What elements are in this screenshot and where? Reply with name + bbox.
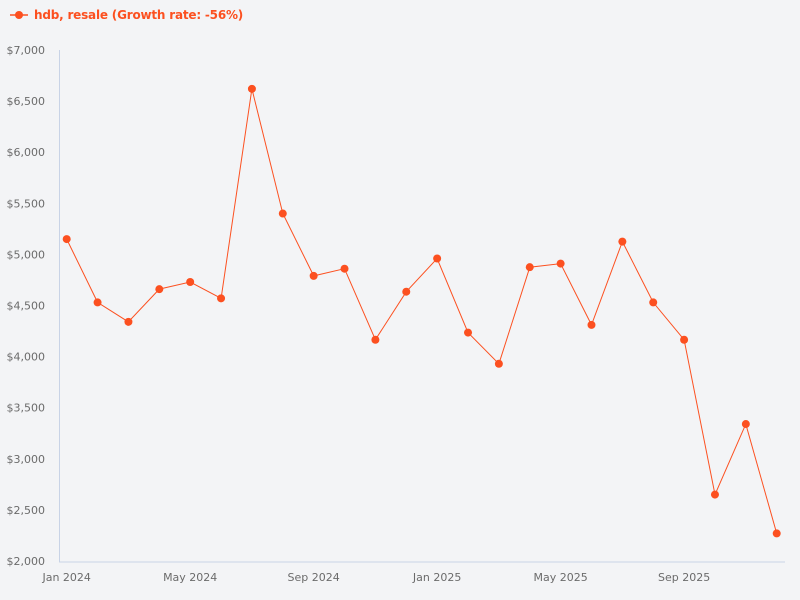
data-point[interactable]	[587, 320, 596, 329]
data-point[interactable]	[278, 209, 287, 218]
data-point[interactable]	[556, 259, 565, 268]
data-point[interactable]	[649, 298, 658, 307]
y-tick-label: $4,500	[7, 300, 46, 313]
y-tick-label: $6,000	[7, 146, 46, 159]
y-tick-label: $5,000	[7, 248, 46, 261]
data-point[interactable]	[772, 529, 781, 538]
data-point[interactable]	[340, 264, 349, 273]
series-line	[66, 88, 778, 534]
x-tick-label: Jan 2024	[41, 571, 90, 584]
x-tick-label: May 2024	[163, 571, 217, 584]
data-point[interactable]	[217, 294, 226, 303]
data-point[interactable]	[710, 490, 719, 499]
legend-label: hdb, resale (Growth rate: -56%)	[34, 8, 244, 22]
data-point[interactable]	[62, 235, 71, 244]
y-tick-label: $7,000	[7, 44, 46, 57]
data-point[interactable]	[618, 237, 627, 246]
data-point[interactable]	[433, 254, 442, 263]
data-point[interactable]	[371, 335, 380, 344]
data-point[interactable]	[93, 298, 102, 307]
x-tick-label: Sep 2025	[658, 571, 710, 584]
y-tick-label: $4,000	[7, 351, 46, 364]
x-tick-label: Jan 2025	[412, 571, 461, 584]
data-point[interactable]	[155, 285, 164, 294]
x-tick-label: Sep 2024	[288, 571, 340, 584]
data-point[interactable]	[741, 420, 750, 429]
data-points	[62, 84, 781, 538]
data-point[interactable]	[186, 277, 195, 286]
y-tick-label: $5,500	[7, 197, 46, 210]
y-tick-label: $3,500	[7, 402, 46, 415]
data-point[interactable]	[464, 328, 473, 337]
data-point[interactable]	[247, 84, 256, 93]
y-tick-label: $2,500	[7, 504, 46, 517]
data-point[interactable]	[525, 263, 534, 272]
data-point[interactable]	[494, 359, 503, 368]
line-marker-icon	[10, 11, 28, 19]
data-point[interactable]	[680, 335, 689, 344]
data-point[interactable]	[402, 287, 411, 296]
x-axis: Jan 2024 May 2024 Sep 2024 Jan 2025 May 2025…	[41, 571, 710, 584]
data-point[interactable]	[309, 271, 318, 280]
data-point[interactable]	[124, 317, 133, 326]
x-tick-label: May 2025	[534, 571, 588, 584]
y-tick-label: $2,000	[7, 555, 46, 568]
y-tick-label: $3,000	[7, 453, 46, 466]
legend-item[interactable]: hdb, resale (Growth rate: -56%)	[10, 8, 243, 22]
y-axis: $2,000 $2,500 $3,000 $3,500 $4,000 $4,500 $5,0…	[7, 44, 46, 568]
y-tick-label: $6,500	[7, 95, 46, 108]
